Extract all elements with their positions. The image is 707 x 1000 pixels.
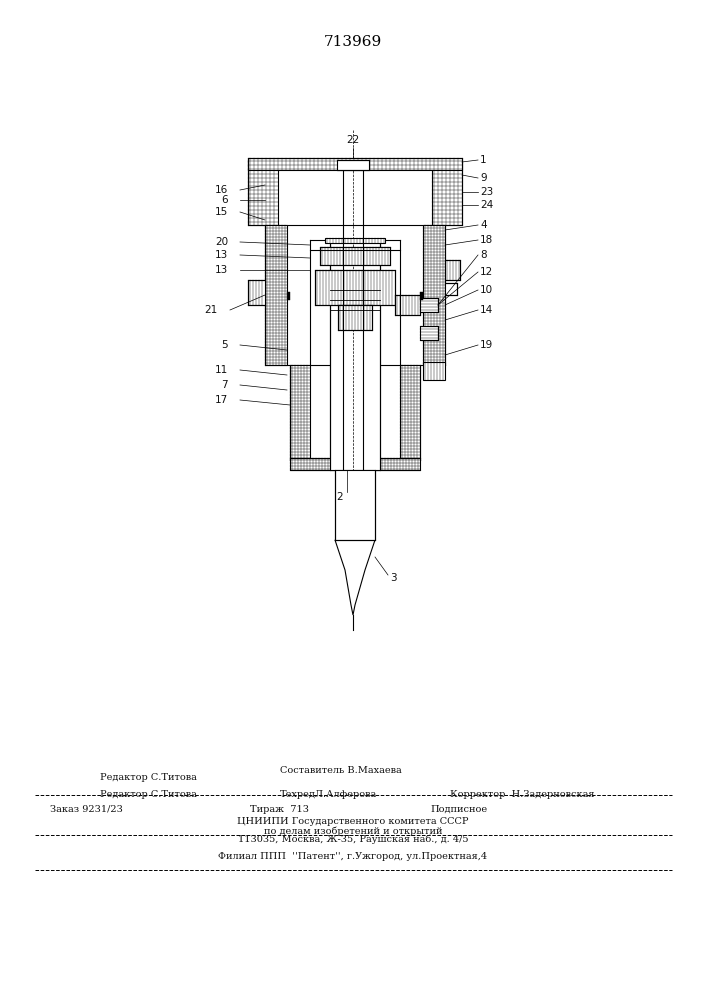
- Text: 7: 7: [221, 380, 228, 390]
- Bar: [248, 280, 265, 305]
- Text: 19: 19: [480, 340, 493, 350]
- Text: ЦНИИПИ Государственного комитета СССР: ЦНИИПИ Государственного комитета СССР: [238, 817, 469, 826]
- Text: Редактор С.Титова: Редактор С.Титова: [100, 790, 197, 799]
- Bar: [445, 260, 460, 280]
- Text: 5: 5: [221, 340, 228, 350]
- Text: 22: 22: [346, 135, 360, 145]
- Text: 21: 21: [205, 305, 218, 315]
- Bar: [338, 305, 372, 330]
- Bar: [248, 160, 278, 225]
- Text: 3: 3: [390, 573, 397, 583]
- Text: Редактор С.Титова: Редактор С.Титова: [100, 773, 197, 782]
- Bar: [420, 326, 438, 340]
- Bar: [423, 225, 445, 365]
- Text: 11: 11: [215, 365, 228, 375]
- Bar: [423, 362, 445, 380]
- Bar: [287, 292, 290, 300]
- Text: 16: 16: [215, 185, 228, 195]
- Bar: [290, 365, 310, 460]
- Text: 18: 18: [480, 235, 493, 245]
- Bar: [265, 225, 287, 365]
- Bar: [337, 160, 369, 170]
- Bar: [320, 247, 390, 265]
- Text: 12: 12: [480, 267, 493, 277]
- Text: Корректор  Н.Задерновская: Корректор Н.Задерновская: [450, 790, 595, 799]
- Text: 10: 10: [480, 285, 493, 295]
- Bar: [330, 240, 380, 470]
- Text: Филиал ППП  ''Патент'', г.Ужгород, ул.Проектная,4: Филиал ППП ''Патент'', г.Ужгород, ул.Про…: [218, 852, 488, 861]
- Text: 23: 23: [480, 187, 493, 197]
- Text: 15: 15: [215, 207, 228, 217]
- Text: Тираж  713: Тираж 713: [250, 805, 309, 814]
- Text: 1: 1: [480, 155, 486, 165]
- Circle shape: [351, 316, 355, 320]
- Bar: [445, 283, 457, 295]
- Text: 14: 14: [480, 305, 493, 315]
- Bar: [335, 470, 375, 540]
- Polygon shape: [335, 540, 375, 615]
- Text: 9: 9: [480, 173, 486, 183]
- Text: 8: 8: [480, 250, 486, 260]
- Bar: [420, 298, 438, 312]
- Bar: [315, 270, 395, 305]
- Text: 24: 24: [480, 200, 493, 210]
- Text: 6: 6: [221, 195, 228, 205]
- Text: 17: 17: [215, 395, 228, 405]
- Bar: [420, 292, 423, 300]
- Text: 713969: 713969: [324, 35, 382, 49]
- Text: по делам изобретений и открытий: по делам изобретений и открытий: [264, 826, 443, 836]
- Text: 13: 13: [215, 250, 228, 260]
- Bar: [248, 158, 462, 170]
- Text: 113035, Москва, Ж-35, Раушская наб., д. 4/5: 113035, Москва, Ж-35, Раушская наб., д. …: [238, 835, 468, 844]
- Text: 13: 13: [215, 265, 228, 275]
- Text: Заказ 9231/23: Заказ 9231/23: [50, 805, 123, 814]
- Bar: [395, 295, 420, 315]
- Circle shape: [431, 368, 436, 373]
- Text: Подписное: Подписное: [430, 805, 487, 814]
- Bar: [400, 365, 420, 460]
- Text: ТехредЛ.Алферова: ТехредЛ.Алферова: [280, 790, 378, 799]
- Bar: [290, 458, 420, 470]
- Text: Составитель В.Махаева: Составитель В.Махаева: [280, 766, 402, 775]
- Bar: [325, 238, 385, 243]
- Bar: [432, 160, 462, 225]
- Text: 20: 20: [215, 237, 228, 247]
- Text: 4: 4: [480, 220, 486, 230]
- Text: 2: 2: [337, 492, 344, 502]
